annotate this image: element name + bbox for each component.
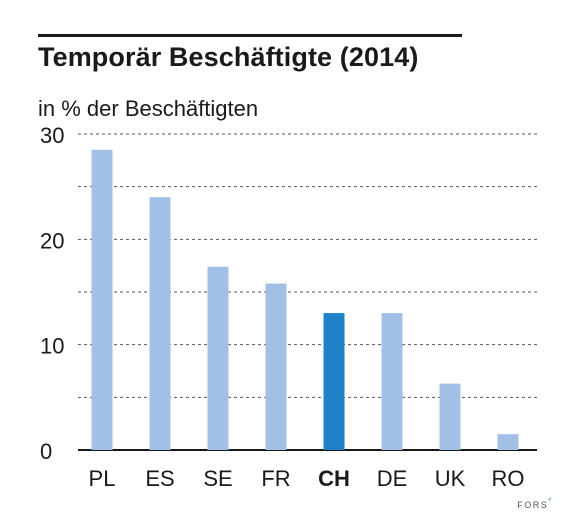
x-tick-label-de: DE <box>377 466 408 491</box>
x-tick-label-se: SE <box>203 466 232 491</box>
y-tick-label-10: 10 <box>40 334 64 359</box>
x-tick-labels: PL ES SE FR CH DE UK RO <box>89 466 525 491</box>
y-axis-label: in % der Beschäftigten <box>38 96 259 121</box>
brand-name: FORS <box>517 500 549 510</box>
title-rule <box>38 34 462 37</box>
x-tick-label-pl: PL <box>89 466 116 491</box>
y-tick-label-30: 30 <box>40 123 64 148</box>
x-tick-label-uk: UK <box>435 466 466 491</box>
bar-se <box>207 266 229 450</box>
x-tick-label-es: ES <box>145 466 174 491</box>
x-tick-label-fr: FR <box>261 466 290 491</box>
y-tick-label-20: 20 <box>40 228 64 253</box>
bar-de <box>381 313 403 450</box>
bar-ch <box>323 313 345 450</box>
brand-logo: FORS° <box>517 497 553 510</box>
bar-pl <box>91 149 113 451</box>
chart-title: Temporär Beschäftigte (2014) <box>38 42 419 72</box>
bar-es <box>149 197 171 450</box>
y-tick-label-0: 0 <box>40 439 52 464</box>
x-tick-label-ro: RO <box>492 466 525 491</box>
bar-fr <box>265 283 287 450</box>
bar-uk <box>439 383 461 450</box>
bars <box>91 149 519 451</box>
grid-lines <box>78 133 537 451</box>
bar-ro <box>497 434 519 450</box>
brand-mark: ° <box>548 497 553 506</box>
x-tick-label-ch: CH <box>318 466 350 491</box>
y-tick-labels: 0 10 20 30 <box>40 123 64 464</box>
